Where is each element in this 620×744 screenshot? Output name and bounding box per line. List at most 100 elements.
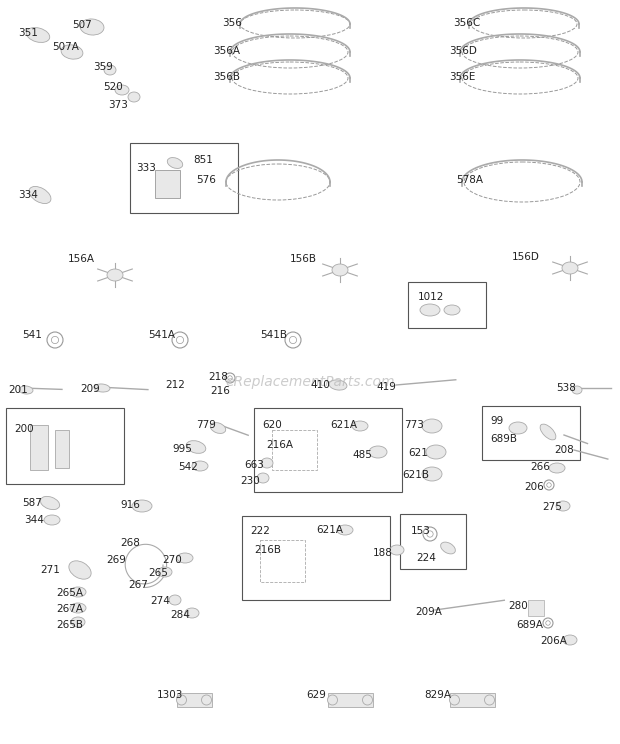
Text: 507: 507	[72, 20, 92, 30]
Text: 209: 209	[80, 384, 100, 394]
Text: 280: 280	[508, 601, 528, 611]
Bar	[260, 540, 305, 582]
Text: 265B: 265B	[56, 620, 83, 630]
Ellipse shape	[186, 440, 206, 453]
Text: 333: 333	[136, 163, 156, 173]
Text: 663: 663	[244, 460, 264, 470]
Ellipse shape	[69, 561, 91, 579]
Bar	[528, 600, 544, 616]
Text: 209A: 209A	[415, 607, 442, 617]
Text: 629: 629	[306, 690, 326, 700]
Ellipse shape	[390, 545, 404, 555]
Text: 216: 216	[210, 386, 230, 396]
Ellipse shape	[422, 467, 442, 481]
Text: 265A: 265A	[56, 588, 83, 598]
Text: 334: 334	[18, 190, 38, 200]
Text: 208: 208	[554, 445, 574, 455]
Ellipse shape	[177, 695, 187, 705]
Text: 201: 201	[8, 385, 28, 395]
Text: 269: 269	[106, 555, 126, 565]
Text: 284: 284	[170, 610, 190, 620]
Ellipse shape	[563, 635, 577, 645]
Ellipse shape	[540, 424, 556, 440]
Ellipse shape	[509, 422, 527, 434]
Ellipse shape	[158, 567, 172, 577]
Ellipse shape	[169, 595, 181, 605]
Text: 520: 520	[103, 82, 123, 92]
Text: 356D: 356D	[449, 46, 477, 56]
Bar	[55, 430, 69, 468]
Text: 1303: 1303	[157, 690, 184, 700]
Bar	[177, 693, 211, 707]
Bar	[272, 430, 317, 470]
Ellipse shape	[177, 553, 193, 563]
Text: 485: 485	[352, 450, 372, 460]
Ellipse shape	[261, 458, 273, 468]
Text: 266: 266	[530, 462, 550, 472]
Bar	[242, 516, 390, 600]
Text: 419: 419	[376, 382, 396, 392]
Text: 621B: 621B	[402, 470, 429, 480]
Text: 265: 265	[148, 568, 168, 578]
Ellipse shape	[70, 603, 86, 613]
Text: 206: 206	[524, 482, 544, 492]
Ellipse shape	[444, 305, 460, 315]
Bar	[408, 282, 486, 328]
Ellipse shape	[441, 542, 455, 554]
Ellipse shape	[556, 501, 570, 511]
Ellipse shape	[19, 386, 33, 394]
Text: 356C: 356C	[453, 18, 480, 28]
Ellipse shape	[352, 421, 368, 431]
Ellipse shape	[61, 45, 83, 60]
Ellipse shape	[192, 461, 208, 471]
Text: 541: 541	[22, 330, 42, 340]
Ellipse shape	[70, 587, 86, 597]
Ellipse shape	[572, 386, 582, 394]
Text: 689B: 689B	[490, 434, 517, 444]
Text: 156A: 156A	[68, 254, 95, 264]
Text: 206A: 206A	[540, 636, 567, 646]
Text: 356A: 356A	[213, 46, 240, 56]
Text: 274: 274	[150, 596, 170, 606]
Bar	[450, 693, 495, 707]
Text: 689A: 689A	[516, 620, 543, 630]
Text: 576: 576	[196, 175, 216, 185]
Ellipse shape	[44, 515, 60, 525]
Text: 356: 356	[222, 18, 242, 28]
Text: 779: 779	[196, 420, 216, 430]
Text: 359: 359	[93, 62, 113, 72]
Ellipse shape	[132, 500, 152, 512]
Ellipse shape	[329, 380, 347, 390]
Text: 268: 268	[120, 538, 140, 548]
Text: 621A: 621A	[330, 420, 357, 430]
Text: 216B: 216B	[254, 545, 281, 555]
Ellipse shape	[426, 445, 446, 459]
Ellipse shape	[549, 463, 565, 473]
Text: 230: 230	[240, 476, 260, 486]
Ellipse shape	[80, 19, 104, 35]
Text: 541A: 541A	[148, 330, 175, 340]
Ellipse shape	[167, 158, 183, 168]
Ellipse shape	[369, 446, 387, 458]
Bar	[254, 408, 402, 492]
Ellipse shape	[40, 496, 60, 510]
Ellipse shape	[562, 262, 578, 274]
Ellipse shape	[29, 187, 51, 204]
Ellipse shape	[210, 423, 226, 434]
Text: 851: 851	[193, 155, 213, 165]
Text: 578A: 578A	[456, 175, 483, 185]
Text: 410: 410	[310, 380, 330, 390]
Bar	[400, 514, 466, 569]
Ellipse shape	[422, 419, 442, 433]
Text: 271: 271	[40, 565, 60, 575]
Text: 222: 222	[250, 526, 270, 536]
Ellipse shape	[450, 695, 459, 705]
Text: 1012: 1012	[418, 292, 445, 302]
Ellipse shape	[185, 608, 199, 618]
Ellipse shape	[202, 695, 211, 705]
Text: 621: 621	[408, 448, 428, 458]
Text: 270: 270	[162, 555, 182, 565]
Text: 587: 587	[22, 498, 42, 508]
Ellipse shape	[332, 264, 348, 276]
Text: 373: 373	[108, 100, 128, 110]
